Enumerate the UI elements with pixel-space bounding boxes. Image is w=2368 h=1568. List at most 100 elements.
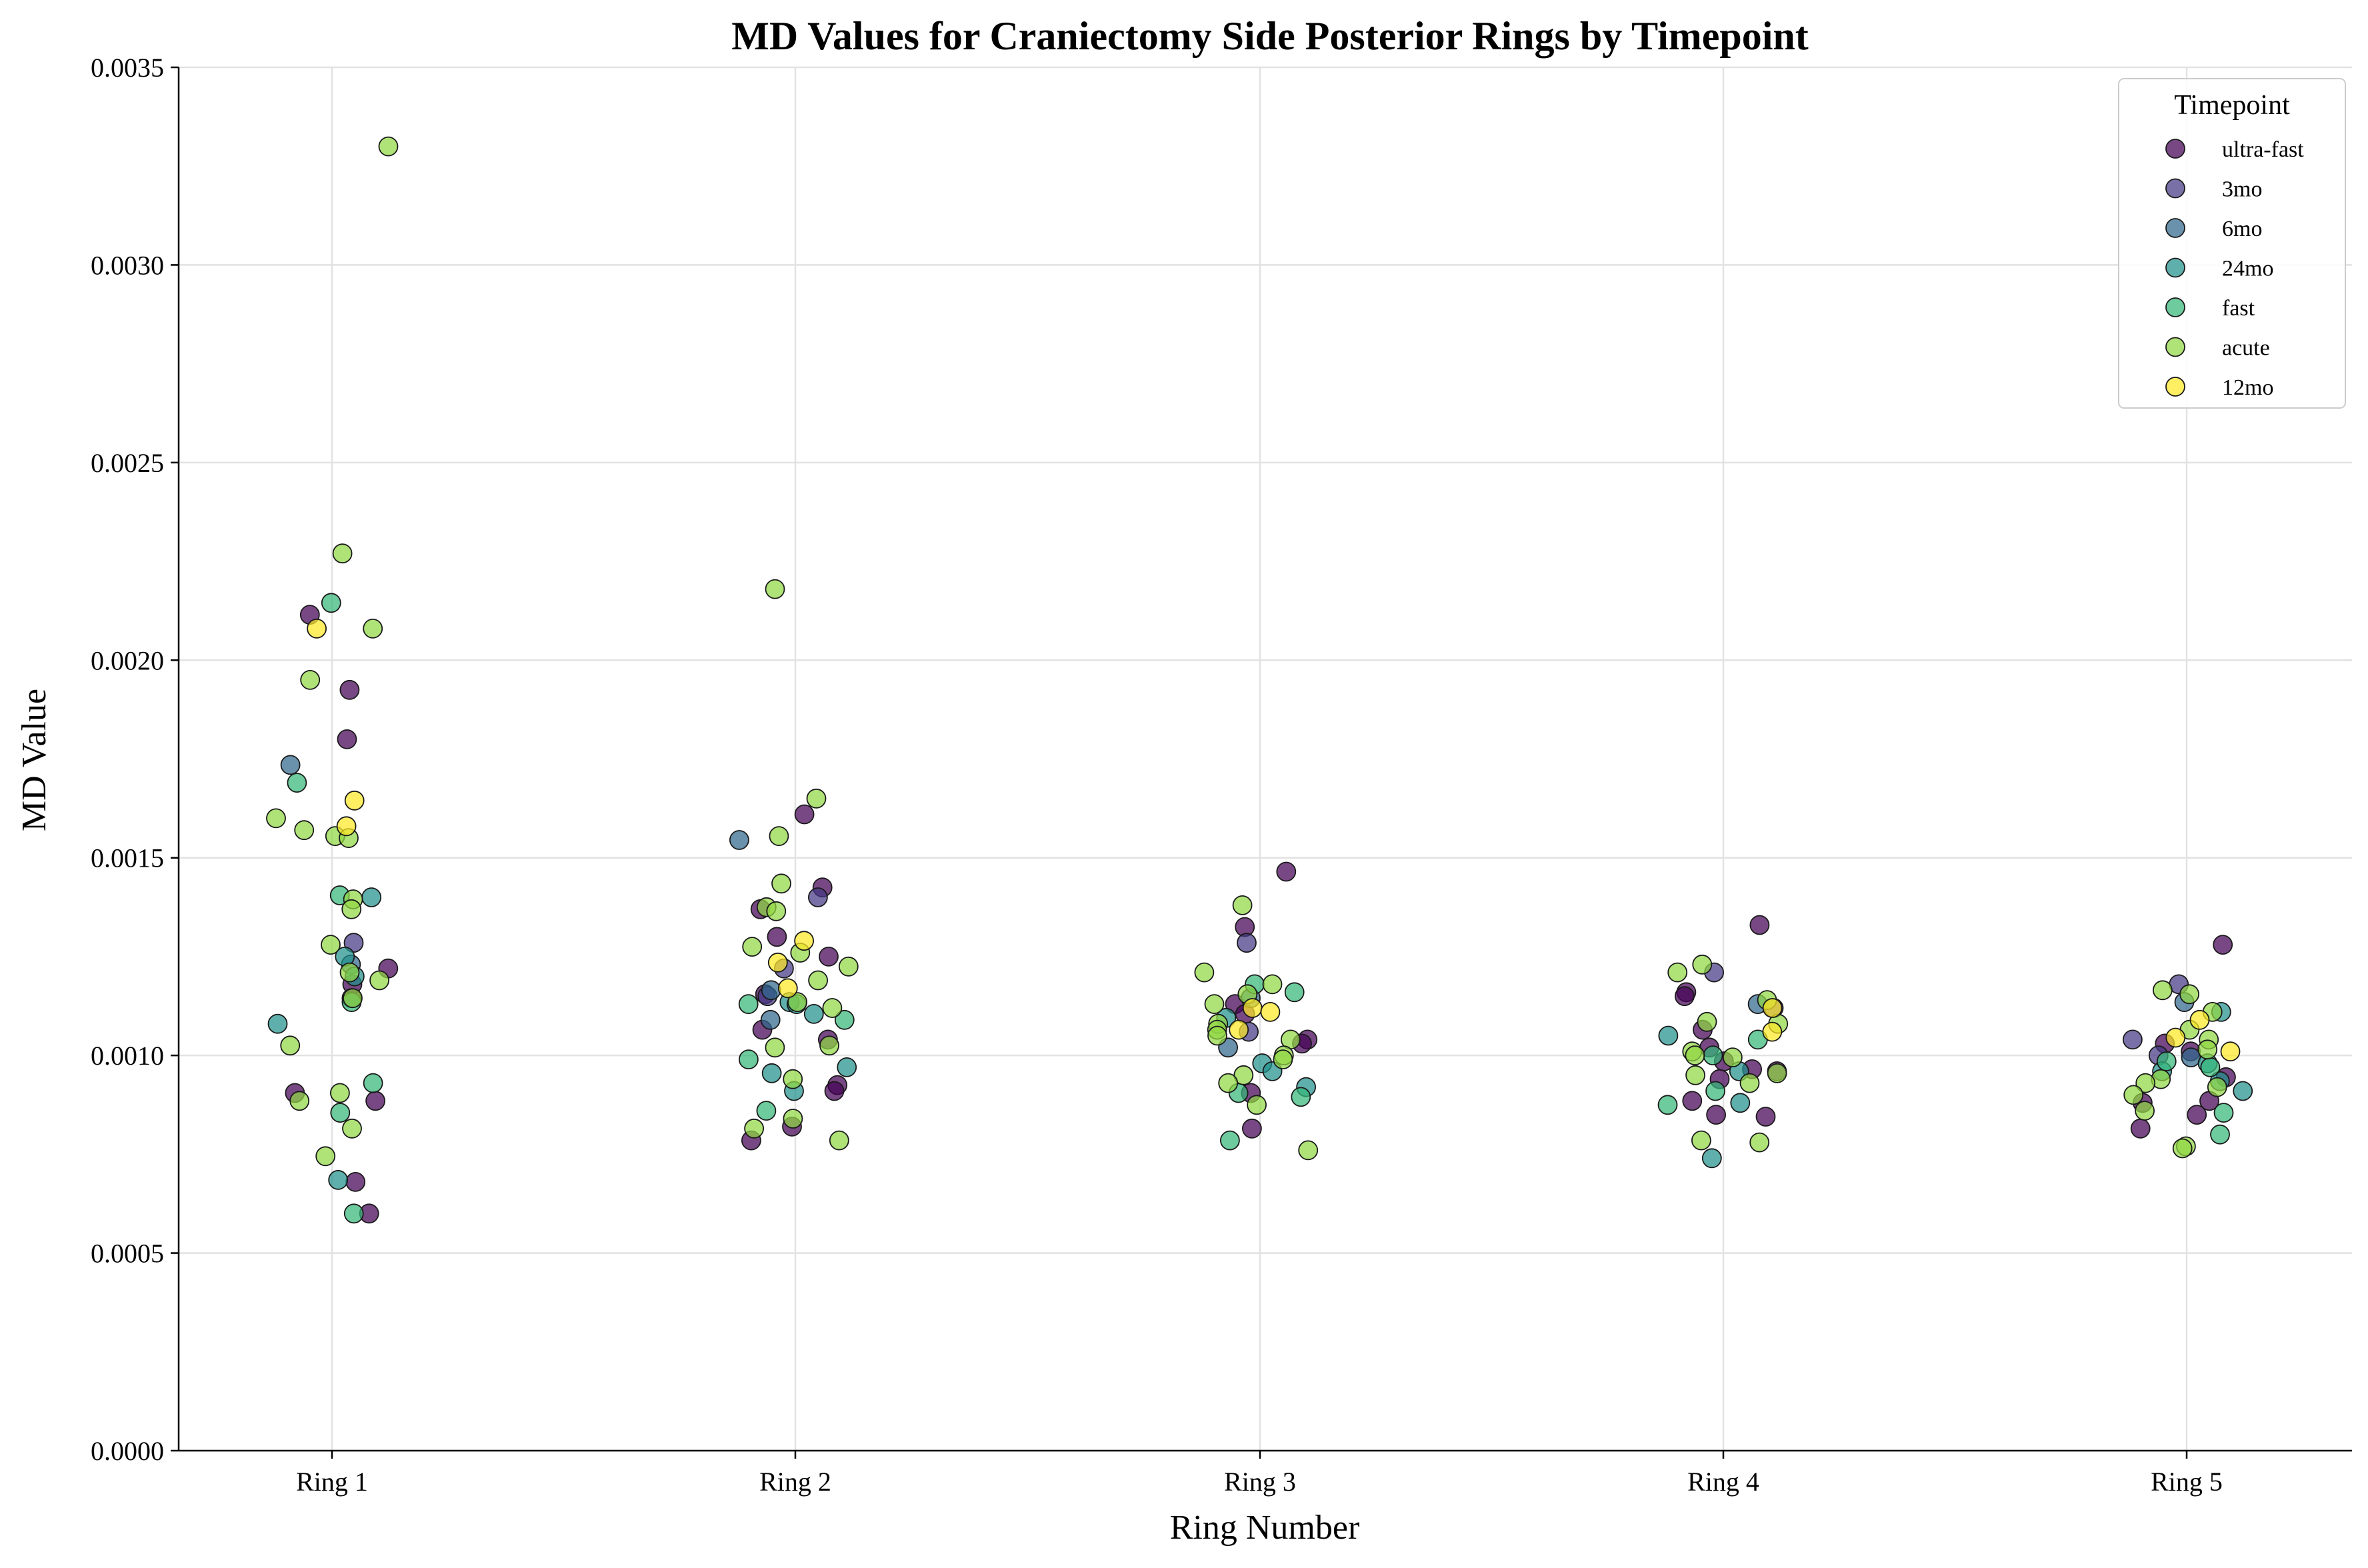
data-point-acute [342, 1118, 362, 1139]
y-tick-label: 0.0010 [91, 1041, 164, 1071]
data-point-ultra-fast [1706, 1105, 1727, 1125]
data-point-12mo [344, 790, 365, 811]
legend: Timepoint ultra-fast 3mo 6mo 24mo fast acute 12… [2118, 78, 2346, 409]
data-point-fast [363, 1073, 383, 1093]
data-point-ultra-fast [1682, 1091, 1703, 1111]
data-point-acute [294, 820, 315, 841]
legend-label: 12mo [2222, 375, 2273, 400]
legend-label: ultra-fast [2222, 137, 2304, 162]
data-point-3mo [1237, 933, 1257, 953]
data-point-12mo [2165, 1027, 2186, 1048]
y-tick-label: 0.0025 [91, 448, 164, 478]
data-point-acute [1692, 954, 1713, 975]
data-point-ultra-fast [767, 927, 787, 947]
y-tick-label: 0.0015 [91, 843, 164, 873]
data-point-acute [2207, 1077, 2227, 1097]
data-point-acute [808, 970, 828, 991]
legend-label: 6mo [2222, 217, 2262, 241]
legend-marker-3mo [2165, 178, 2185, 199]
data-point-acute [783, 1109, 803, 1129]
data-point-ultra-fast [2130, 1118, 2151, 1139]
data-point-acute [289, 1091, 310, 1111]
data-point-fast [739, 1049, 759, 1069]
data-point-fast [1657, 1095, 1678, 1115]
data-point-acute [1204, 994, 1225, 1014]
data-point-acute [300, 670, 321, 690]
data-point-fast [330, 1103, 351, 1123]
data-point-acute [769, 826, 789, 846]
data-point-ultra-fast [794, 804, 815, 825]
data-point-acute [266, 808, 286, 829]
x-tick-label: Ring 3 [1224, 1467, 1296, 1497]
data-point-12mo [1260, 1002, 1281, 1022]
data-point-acute [329, 1083, 350, 1103]
data-point-24mo [803, 1004, 824, 1024]
data-points [266, 136, 2253, 1224]
data-point-acute [1722, 1047, 1743, 1067]
data-point-12mo [1762, 1021, 1783, 1042]
axes: 0.0000 0.0005 0.0010 0.0015 0.0020 0.0025 0.00… [91, 53, 2352, 1497]
data-point-acute [744, 1118, 764, 1139]
data-point-ultra-fast [2213, 935, 2233, 955]
data-point-24mo [267, 1013, 288, 1034]
y-tick-label: 0.0005 [91, 1239, 164, 1269]
data-point-acute [321, 935, 341, 955]
data-point-fast [738, 994, 759, 1014]
y-tick-label: 0.0020 [91, 645, 164, 675]
legend-marker-fast [2165, 297, 2185, 317]
data-point-ultra-fast [1674, 986, 1695, 1007]
data-point-acute [1247, 1095, 1267, 1115]
data-point-acute [771, 873, 791, 894]
grid-lines [179, 66, 2352, 1452]
data-point-12mo [1762, 998, 1783, 1018]
data-point-acute [2135, 1073, 2156, 1093]
data-point-ultra-fast [337, 729, 357, 749]
data-point-12mo [794, 931, 814, 951]
data-point-acute [363, 619, 383, 639]
legend-label: 3mo [2222, 177, 2262, 202]
data-point-12mo [767, 952, 788, 973]
y-tick-label: 0.0035 [91, 53, 164, 83]
legend-label: fast [2222, 296, 2255, 321]
data-point-fast [756, 1101, 777, 1121]
data-point-acute [765, 579, 785, 599]
data-point-ultra-fast [1749, 915, 1770, 935]
data-point-24mo [1701, 1148, 1722, 1169]
legend-frame [2118, 78, 2346, 409]
data-point-acute [2172, 1138, 2193, 1159]
data-point-24mo [1730, 1093, 1751, 1113]
data-point-acute [806, 788, 827, 809]
data-point-12mo [2189, 1009, 2210, 1030]
data-point-acute [2179, 984, 2200, 1005]
data-point-acute [1685, 1045, 1705, 1065]
data-point-12mo [777, 978, 798, 999]
x-tick-label: Ring 2 [759, 1467, 831, 1497]
data-point-6mo [729, 830, 749, 850]
data-point-acute [1273, 1049, 1293, 1069]
data-point-acute [819, 1035, 839, 1056]
data-point-acute [339, 962, 360, 983]
data-point-12mo [2220, 1041, 2241, 1062]
data-point-acute [2152, 980, 2173, 1001]
data-point-ultra-fast [1755, 1107, 1776, 1127]
data-point-24mo [761, 1063, 782, 1083]
data-point-acute [378, 136, 399, 157]
data-point-fast [834, 1009, 855, 1030]
data-point-24mo [328, 1170, 349, 1190]
data-point-fast [2213, 1103, 2234, 1123]
y-tick-label: 0.0000 [91, 1436, 164, 1466]
data-point-12mo [307, 619, 327, 639]
data-point-ultra-fast [819, 947, 839, 967]
data-point-acute [829, 1130, 849, 1151]
data-point-24mo [361, 887, 382, 907]
data-point-acute [1691, 1130, 1711, 1151]
data-point-acute [766, 901, 787, 921]
data-point-acute [1767, 1063, 1787, 1083]
data-point-6mo [761, 980, 781, 1001]
data-point-acute [1667, 962, 1688, 983]
data-point-acute [1697, 1011, 1717, 1032]
data-point-acute [2135, 1101, 2155, 1121]
data-point-fast [1705, 1081, 1726, 1101]
